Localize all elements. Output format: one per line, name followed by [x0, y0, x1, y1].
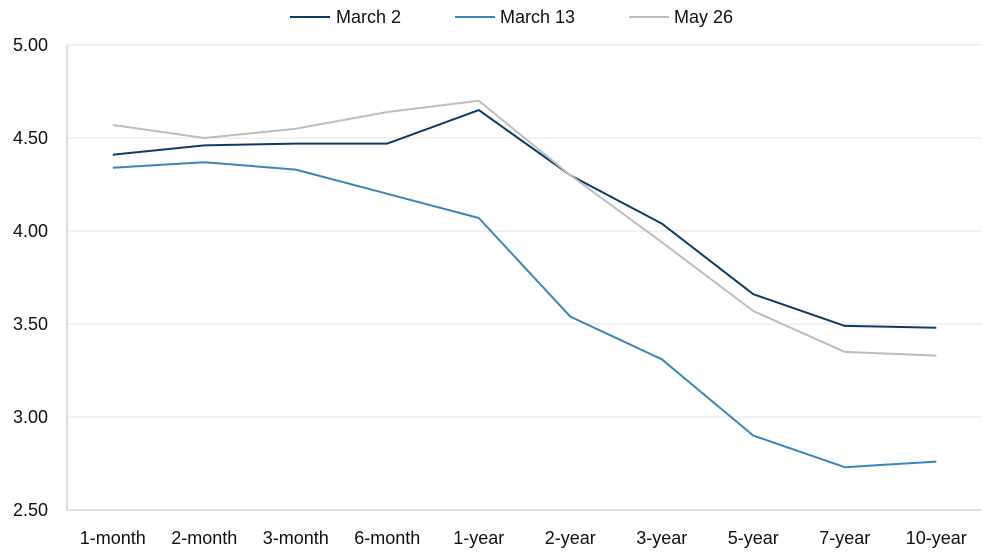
x-tick-label: 2-year	[545, 528, 596, 548]
legend-item: March 2	[290, 7, 401, 27]
gridlines	[67, 44, 982, 418]
y-tick-label: 4.50	[13, 128, 48, 148]
legend-item: May 26	[629, 7, 733, 27]
x-tick-label: 7-year	[819, 528, 870, 548]
series-line-may-26	[112, 99, 937, 357]
x-tick-label: 5-year	[728, 528, 779, 548]
x-tick-label: 6-month	[354, 528, 420, 548]
x-tick-label: 2-month	[171, 528, 237, 548]
x-tick-label: 3-year	[636, 528, 687, 548]
x-tick-label: 10-year	[906, 528, 967, 548]
y-tick-label: 3.00	[13, 407, 48, 427]
y-tick-label: 3.50	[13, 314, 48, 334]
y-tick-label: 2.50	[13, 500, 48, 520]
y-tick-label: 5.00	[13, 35, 48, 55]
legend-label: March 2	[336, 7, 401, 27]
x-axis-tick-labels: 1-month 2-month 3-month 6-month 1-year 2-year…	[80, 528, 967, 548]
y-tick-label: 4.00	[13, 221, 48, 241]
legend-label: March 13	[500, 7, 575, 27]
axes	[66, 45, 982, 511]
series-line-march-2	[112, 109, 937, 329]
series-lines	[112, 99, 937, 469]
y-axis-tick-labels: 2.50 3.00 3.50 4.00 4.50 5.00	[13, 35, 48, 520]
legend-label: May 26	[674, 7, 733, 27]
x-tick-label: 1-year	[453, 528, 504, 548]
x-tick-label: 1-month	[80, 528, 146, 548]
x-tick-label: 3-month	[263, 528, 329, 548]
series-line-march-13	[112, 161, 937, 469]
legend: March 2 March 13 May 26	[290, 7, 733, 27]
legend-item: March 13	[455, 7, 575, 27]
